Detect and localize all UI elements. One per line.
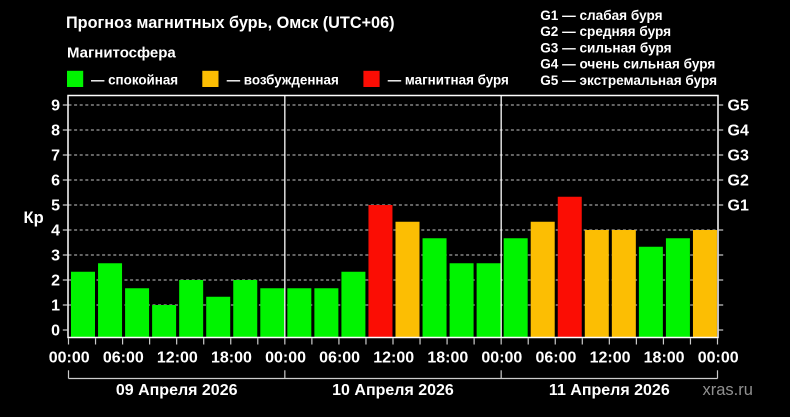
svg-text:06:00: 06:00 <box>103 350 144 367</box>
svg-text:G3: G3 <box>728 148 749 165</box>
svg-text:G3 — сильная буря: G3 — сильная буря <box>540 41 671 56</box>
svg-text:06:00: 06:00 <box>535 350 576 367</box>
svg-text:— спокойная: — спокойная <box>91 73 178 88</box>
svg-text:G5 — экстремальная буря: G5 — экстремальная буря <box>540 73 717 88</box>
svg-text:12:00: 12:00 <box>157 350 198 367</box>
svg-text:G2 — средняя буря: G2 — средняя буря <box>540 24 671 39</box>
svg-text:12:00: 12:00 <box>590 350 631 367</box>
svg-text:Магнитосфера: Магнитосфера <box>67 45 176 62</box>
svg-text:G1 — слабая буря: G1 — слабая буря <box>540 8 662 23</box>
svg-text:18:00: 18:00 <box>427 350 468 367</box>
svg-text:Прогноз магнитных бурь, Омск (: Прогноз магнитных бурь, Омск (UTC+06) <box>66 14 395 32</box>
svg-text:7: 7 <box>51 148 60 165</box>
svg-text:9: 9 <box>51 98 60 115</box>
svg-text:— возбужденная: — возбужденная <box>227 73 339 88</box>
svg-text:8: 8 <box>51 123 60 140</box>
svg-text:0: 0 <box>51 323 60 340</box>
svg-text:00:00: 00:00 <box>698 350 739 367</box>
svg-text:00:00: 00:00 <box>265 350 306 367</box>
svg-text:xras.ru: xras.ru <box>703 381 753 399</box>
svg-text:6: 6 <box>51 173 60 190</box>
svg-text:00:00: 00:00 <box>49 350 90 367</box>
svg-text:06:00: 06:00 <box>319 350 360 367</box>
svg-text:00:00: 00:00 <box>481 350 522 367</box>
svg-text:G5: G5 <box>728 98 749 115</box>
svg-text:10 Апреля 2026: 10 Апреля 2026 <box>332 382 454 399</box>
svg-text:2: 2 <box>51 273 60 290</box>
svg-text:18:00: 18:00 <box>644 350 685 367</box>
svg-text:18:00: 18:00 <box>211 350 252 367</box>
svg-text:1: 1 <box>51 298 60 315</box>
svg-text:G1: G1 <box>728 198 749 215</box>
svg-text:4: 4 <box>51 223 60 240</box>
svg-text:G4: G4 <box>728 123 749 140</box>
svg-text:3: 3 <box>51 248 60 265</box>
svg-text:12:00: 12:00 <box>373 350 414 367</box>
svg-text:G4 — очень сильная буря: G4 — очень сильная буря <box>540 57 715 72</box>
svg-text:09 Апреля 2026: 09 Апреля 2026 <box>116 382 238 399</box>
svg-text:G2: G2 <box>728 173 749 190</box>
svg-text:— магнитная буря: — магнитная буря <box>388 73 509 88</box>
svg-text:11 Апреля 2026: 11 Апреля 2026 <box>549 382 670 399</box>
svg-text:5: 5 <box>51 198 60 215</box>
svg-text:Кр: Кр <box>24 209 44 227</box>
